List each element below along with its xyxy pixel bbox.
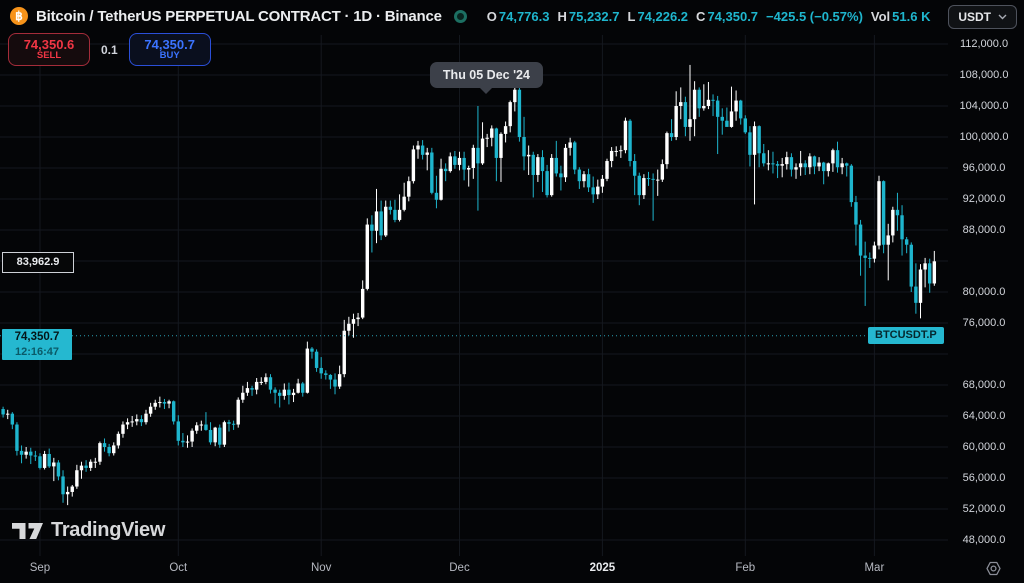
tradingview-logo[interactable]: TradingView: [12, 518, 165, 542]
time-tick-label: Sep: [29, 562, 51, 574]
spread-value: 0.1: [101, 42, 118, 57]
last-price-value: 74,350.7: [14, 330, 60, 343]
price-line-symbol-label: BTCUSDT.P: [868, 327, 944, 345]
bar-countdown: 12:16:47: [14, 345, 60, 358]
sell-button[interactable]: 74,350.6 SELL: [8, 33, 90, 66]
price-axis[interactable]: 112,000.0 108,000.0 104,000.0 100,000.0 96,0…: [948, 0, 1024, 556]
price-tick-label: 52,000.0: [962, 503, 1006, 515]
open-label: O: [486, 8, 497, 24]
high-label: H: [557, 8, 567, 24]
volume-value: 51.6 K: [892, 8, 931, 24]
open-value: 74,776.3: [498, 8, 550, 24]
price-tick-label: 80,000.0: [962, 286, 1006, 298]
chevron-down-icon: [998, 14, 1007, 20]
axis-settings-gear-icon[interactable]: [985, 560, 1002, 577]
symbol-header: ฿ Bitcoin / TetherUS PERPETUAL CONTRACT …: [0, 0, 1024, 32]
time-tick-label: Oct: [169, 562, 188, 574]
time-tick-label: Feb: [735, 562, 756, 574]
bitcoin-icon: ฿: [10, 7, 28, 25]
buy-price: 74,350.7: [144, 36, 195, 52]
trade-panel: 74,350.6 SELL 0.1 74,350.7 BUY: [8, 33, 211, 66]
low-value: 74,226.2: [637, 8, 689, 24]
market-status-icon: [453, 9, 467, 23]
crosshair-price-label: 83,962.9: [2, 251, 74, 273]
change-value: −425.5 (−0.57%): [766, 8, 863, 24]
buy-label: BUY: [159, 50, 180, 62]
sell-label: SELL: [36, 50, 62, 62]
price-tick-label: 104,000.0: [959, 100, 1009, 112]
date-tooltip: Thu 05 Dec '24: [429, 62, 543, 94]
time-tick-label: Dec: [449, 562, 470, 574]
time-tick-label: Mar: [864, 562, 885, 574]
price-tick-label: 68,000.0: [962, 379, 1006, 391]
currency-dropdown-value: USDT: [958, 10, 991, 24]
low-label: L: [627, 8, 636, 24]
price-tick-label: 60,000.0: [962, 441, 1006, 453]
tradingview-logo-text: TradingView: [51, 518, 166, 541]
time-axis[interactable]: Sep Oct Nov Dec 2025 Feb Mar: [0, 556, 1024, 583]
ohlc-readout: O 74,776.3 H 75,232.7 L 74,226.2 C 74,35…: [479, 9, 931, 24]
price-tick-label: 56,000.0: [962, 472, 1006, 484]
close-label: C: [696, 8, 706, 24]
price-tick-label: 96,000.0: [962, 162, 1006, 174]
close-value: 74,350.7: [707, 8, 759, 24]
time-tick-label: Nov: [310, 562, 332, 574]
time-tick-label: 2025: [589, 562, 616, 574]
high-value: 75,232.7: [568, 8, 620, 24]
price-tick-label: 112,000.0: [959, 38, 1009, 50]
last-price-label: 74,350.7 12:16:47: [2, 328, 72, 360]
price-tick-label: 76,000.0: [962, 317, 1006, 329]
buy-button[interactable]: 74,350.7 BUY: [128, 33, 211, 66]
tradingview-logo-icon: [12, 523, 43, 539]
symbol-title[interactable]: Bitcoin / TetherUS PERPETUAL CONTRACT · …: [36, 7, 442, 25]
price-tick-label: 108,000.0: [959, 69, 1009, 81]
price-tick-label: 100,000.0: [959, 131, 1009, 143]
price-tick-label: 64,000.0: [962, 410, 1006, 422]
currency-dropdown[interactable]: USDT: [948, 5, 1017, 29]
sell-price: 74,350.6: [23, 36, 75, 52]
price-tick-label: 48,000.0: [962, 534, 1006, 546]
price-tick-label: 92,000.0: [962, 193, 1006, 205]
volume-label: Vol: [870, 8, 891, 24]
price-tick-label: 88,000.0: [962, 224, 1006, 236]
